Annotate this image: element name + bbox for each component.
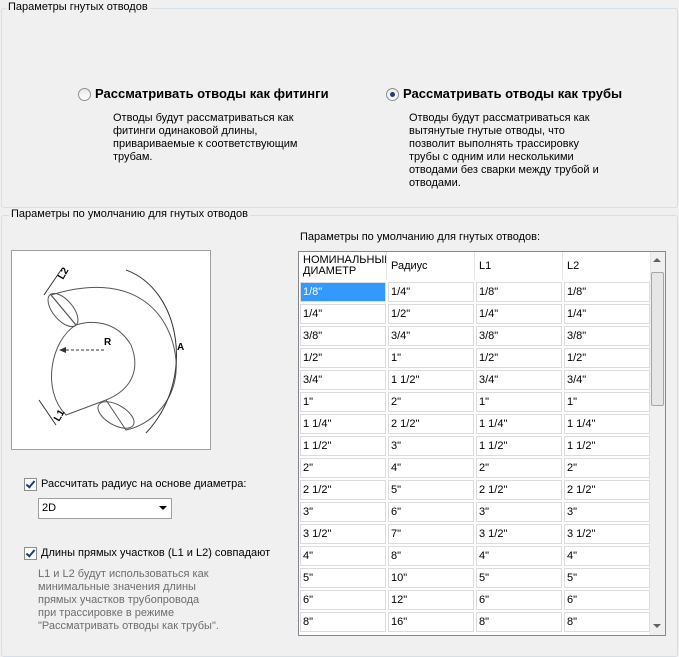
scroll-down[interactable] [653, 624, 661, 629]
table-cell[interactable]: 2" [300, 458, 386, 478]
table-cell[interactable]: 1/8" [564, 282, 650, 302]
checkbox-lengths[interactable] [24, 547, 37, 560]
diagram-label: R [104, 337, 112, 348]
table-cell[interactable]: 12" [388, 590, 474, 610]
diagram-label: A [177, 342, 184, 353]
table-cell[interactable]: 2 1/2" [564, 480, 650, 500]
column-header[interactable]: НОМИНАЛЬНЫЙ ДИАМЕТР [299, 252, 387, 280]
table: НОМИНАЛЬНЫЙ ДИАМЕТР Радиус L1 L2 1/8" 1/4" 1/8… [298, 251, 666, 636]
table-cell[interactable]: 1 1/4" [564, 414, 650, 434]
table-cell[interactable]: 8" [476, 612, 562, 632]
dropdown[interactable]: 2D [38, 498, 172, 519]
diagram-label: L1 [52, 408, 68, 424]
table-cell[interactable]: 2 1/2" [300, 480, 386, 500]
table-cell[interactable]: 1/2" [476, 348, 562, 368]
group-main [1, 8, 678, 208]
table-cell[interactable]: 6" [300, 590, 386, 610]
table-cell[interactable]: 4" [388, 458, 474, 478]
table-cell[interactable]: 1 1/2" [388, 370, 474, 390]
table-cell[interactable]: 1/2" [388, 304, 474, 324]
checkbox-radius[interactable] [24, 478, 37, 491]
table-cell[interactable]: 8" [388, 546, 474, 566]
table-cell[interactable]: 3/4" [300, 370, 386, 390]
option-description: Отводы будут рассматриваться как вытянут… [409, 112, 599, 189]
table-cell[interactable]: 2" [564, 458, 650, 478]
table-cell[interactable]: 7" [388, 524, 474, 544]
table-cell[interactable]: 1 1/4" [300, 414, 386, 434]
dropdown-arrow [159, 506, 167, 510]
table-cell[interactable]: 3" [476, 502, 562, 522]
radio-label[interactable]: Рассматривать отводы как трубы [403, 86, 623, 101]
dropdown-value: 2D [42, 502, 57, 514]
scroll-thumb[interactable] [651, 272, 664, 406]
table-cell[interactable]: 2" [476, 458, 562, 478]
table-cell[interactable]: 3" [388, 436, 474, 456]
table-cell[interactable]: 10" [388, 568, 474, 588]
table-cell[interactable]: 1/4" [300, 304, 386, 324]
table-cell[interactable]: 1/2" [564, 348, 650, 368]
table-cell[interactable]: 6" [476, 590, 562, 610]
elbow-diagram: L2 R A L1 [11, 250, 211, 450]
table-cell[interactable]: 5" [388, 480, 474, 500]
table-cell[interactable]: 5" [564, 568, 650, 588]
table-cell[interactable]: 2 1/2" [476, 480, 562, 500]
table-cell[interactable]: 2" [388, 392, 474, 412]
radio-fittings[interactable] [78, 88, 91, 101]
table-cell[interactable]: 1" [388, 348, 474, 368]
table-cell[interactable]: 3" [300, 502, 386, 522]
group-title: Параметры по умолчанию для гнутых отводо… [9, 208, 251, 220]
note: L1 и L2 будут использоваться как минимал… [38, 568, 219, 632]
radio-label[interactable]: Рассматривать отводы как фитинги [95, 86, 329, 101]
table-cell[interactable]: 5" [476, 568, 562, 588]
scroll-up[interactable] [653, 258, 661, 263]
radio-pipes[interactable] [386, 88, 399, 101]
column-header[interactable]: L2 [563, 252, 651, 280]
column-header[interactable]: L1 [475, 252, 563, 280]
table-cell[interactable]: 1" [476, 392, 562, 412]
table-cell[interactable]: 4" [300, 546, 386, 566]
diagram-label: L2 [56, 266, 72, 282]
table-cell[interactable]: 1" [300, 392, 386, 412]
table-cell[interactable]: 6" [388, 502, 474, 522]
table-cell[interactable]: 8" [300, 612, 386, 632]
checkbox-label[interactable]: Длины прямых участков (L1 и L2) совпадаю… [41, 547, 271, 559]
scrollbar[interactable] [649, 252, 665, 635]
table-cell[interactable]: 4" [476, 546, 562, 566]
table-cell[interactable]: 8" [564, 612, 650, 632]
table-title: Параметры по умолчанию для гнутых отводо… [300, 231, 541, 243]
table-cell[interactable]: 1 1/2" [476, 436, 562, 456]
table-cell[interactable]: 3/4" [476, 370, 562, 390]
group-title: Параметры гнутых отводов [6, 1, 150, 13]
table-cell[interactable]: 1 1/4" [476, 414, 562, 434]
table-cell[interactable]: 3/8" [300, 326, 386, 346]
table-cell[interactable]: 1/4" [476, 304, 562, 324]
table-cell[interactable]: 1/4" [564, 304, 650, 324]
table-cell[interactable]: 3/4" [388, 326, 474, 346]
table-cell[interactable]: 3 1/2" [564, 524, 650, 544]
table-cell[interactable]: 1/4" [388, 282, 474, 302]
option-description: Отводы будут рассматриваться как фитинги… [113, 112, 298, 163]
table-cell[interactable]: 2 1/2" [388, 414, 474, 434]
table-cell[interactable]: 3" [564, 502, 650, 522]
table-cell[interactable]: 3/8" [564, 326, 650, 346]
table-cell[interactable]: 3 1/2" [300, 524, 386, 544]
column-header[interactable]: Радиус [387, 252, 475, 280]
table-cell[interactable]: 1 1/2" [564, 436, 650, 456]
table-cell[interactable]: 3/4" [564, 370, 650, 390]
table-cell[interactable]: 5" [300, 568, 386, 588]
table-cell[interactable]: 3/8" [476, 326, 562, 346]
table-cell[interactable]: 1/8" [300, 282, 386, 302]
checkbox-label[interactable]: Рассчитать радиус на основе диаметра: [41, 478, 247, 490]
table-cell[interactable]: 4" [564, 546, 650, 566]
table-cell[interactable]: 1" [564, 392, 650, 412]
table-cell[interactable]: 1/8" [476, 282, 562, 302]
table-cell[interactable]: 6" [564, 590, 650, 610]
table-cell[interactable]: 1/2" [300, 348, 386, 368]
table-cell[interactable]: 16" [388, 612, 474, 632]
table-cell[interactable]: 3 1/2" [476, 524, 562, 544]
table-cell[interactable]: 1 1/2" [300, 436, 386, 456]
